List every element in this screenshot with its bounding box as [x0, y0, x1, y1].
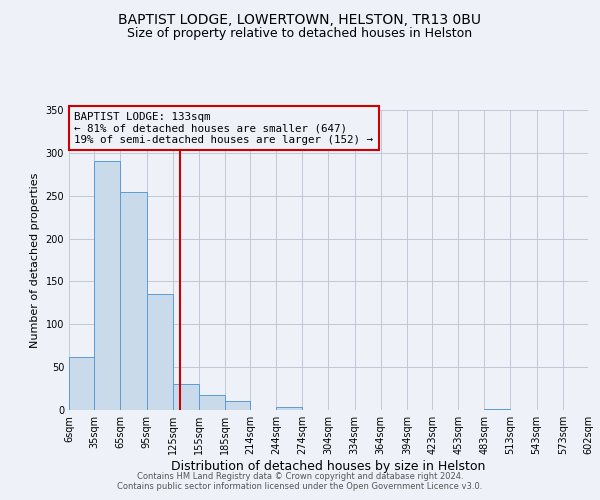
X-axis label: Distribution of detached houses by size in Helston: Distribution of detached houses by size … — [172, 460, 485, 473]
Text: Contains public sector information licensed under the Open Government Licence v3: Contains public sector information licen… — [118, 482, 482, 491]
Bar — [173, 384, 199, 410]
Bar — [276, 408, 302, 410]
Text: Size of property relative to detached houses in Helston: Size of property relative to detached ho… — [127, 28, 473, 40]
Bar — [484, 409, 511, 410]
Bar — [199, 394, 225, 410]
Bar — [94, 160, 121, 410]
Bar — [69, 357, 94, 410]
Bar — [146, 294, 173, 410]
Bar — [121, 192, 146, 410]
Text: BAPTIST LODGE, LOWERTOWN, HELSTON, TR13 0BU: BAPTIST LODGE, LOWERTOWN, HELSTON, TR13 … — [119, 12, 482, 26]
Bar — [225, 400, 250, 410]
Text: Contains HM Land Registry data © Crown copyright and database right 2024.: Contains HM Land Registry data © Crown c… — [137, 472, 463, 481]
Text: BAPTIST LODGE: 133sqm
← 81% of detached houses are smaller (647)
19% of semi-det: BAPTIST LODGE: 133sqm ← 81% of detached … — [74, 112, 373, 144]
Y-axis label: Number of detached properties: Number of detached properties — [30, 172, 40, 348]
